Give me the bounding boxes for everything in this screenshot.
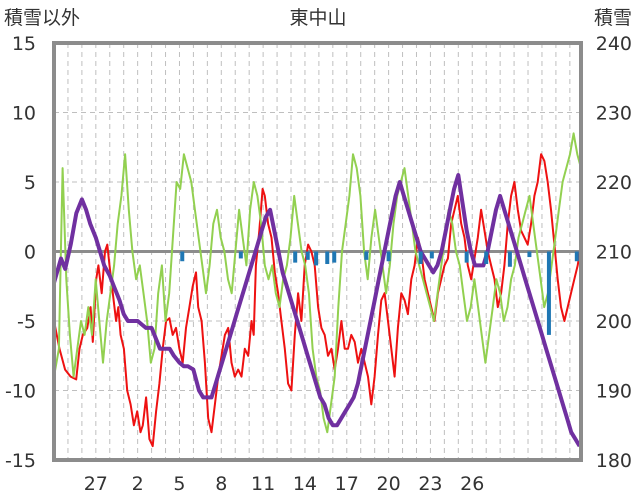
left-axis-label: 積雪以外 bbox=[4, 7, 80, 29]
x-tick-label: 17 bbox=[335, 473, 359, 495]
precip-bar bbox=[305, 251, 310, 260]
y-left-tick-label: 0 bbox=[24, 242, 36, 264]
series-line-積雪 bbox=[52, 173, 582, 448]
y-left-tick-label: 5 bbox=[24, 172, 36, 194]
tick-labels: 15 10 5 0 -5 -10 -15 240 230 220 210 200 190 180 27 2 5 8… bbox=[5, 33, 632, 495]
y-left-tick-label: 15 bbox=[12, 33, 36, 55]
x-tick-label: 2 bbox=[132, 473, 144, 495]
x-tick-label: 14 bbox=[293, 473, 317, 495]
precip-bar bbox=[429, 251, 434, 259]
precip-bar bbox=[325, 251, 330, 265]
precip-bar bbox=[314, 251, 319, 266]
x-tick-label: 20 bbox=[377, 473, 401, 495]
x-tick-label: 8 bbox=[215, 473, 227, 495]
precip-bar bbox=[527, 251, 532, 258]
precip-bar bbox=[238, 251, 243, 259]
x-tick-label: 23 bbox=[418, 473, 442, 495]
x-tick-label: 27 bbox=[84, 473, 108, 495]
x-tick-label: 11 bbox=[251, 473, 275, 495]
precip-bar bbox=[546, 251, 551, 335]
x-tick-label: 5 bbox=[173, 473, 185, 495]
precip-bar bbox=[507, 251, 512, 267]
precip-bar bbox=[293, 251, 298, 263]
precip-bar bbox=[418, 251, 423, 265]
precip-bar bbox=[332, 251, 337, 263]
series-line-気温 bbox=[53, 153, 582, 448]
y-right-tick-label: 180 bbox=[596, 450, 632, 472]
precip-bar bbox=[574, 251, 579, 262]
y-left-tick-label: -5 bbox=[17, 311, 36, 333]
y-right-tick-label: 210 bbox=[596, 242, 632, 264]
precip-bar bbox=[386, 251, 391, 262]
precip-bar bbox=[180, 251, 185, 262]
y-right-tick-label: 220 bbox=[596, 172, 632, 194]
y-right-tick-label: 190 bbox=[596, 381, 632, 403]
precip-bar bbox=[364, 251, 369, 260]
precip-bar bbox=[484, 251, 489, 265]
right-axis-label: 積雪 bbox=[594, 7, 632, 29]
precip-bar bbox=[464, 251, 469, 263]
plot-frame bbox=[52, 41, 583, 462]
x-tick-label: 26 bbox=[460, 473, 484, 495]
y-right-tick-label: 230 bbox=[596, 103, 632, 125]
y-right-tick-label: 240 bbox=[596, 33, 632, 55]
chart-title: 東中山 bbox=[289, 7, 346, 29]
series-layer bbox=[52, 132, 582, 448]
y-left-tick-label: -15 bbox=[5, 450, 36, 472]
y-right-tick-label: 200 bbox=[596, 311, 632, 333]
y-left-tick-label: 10 bbox=[12, 103, 36, 125]
y-left-tick-label: -10 bbox=[5, 381, 36, 403]
